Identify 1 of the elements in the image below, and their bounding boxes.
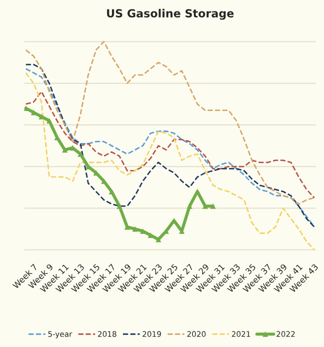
chart-title: US Gasoline Storage (107, 8, 234, 20)
